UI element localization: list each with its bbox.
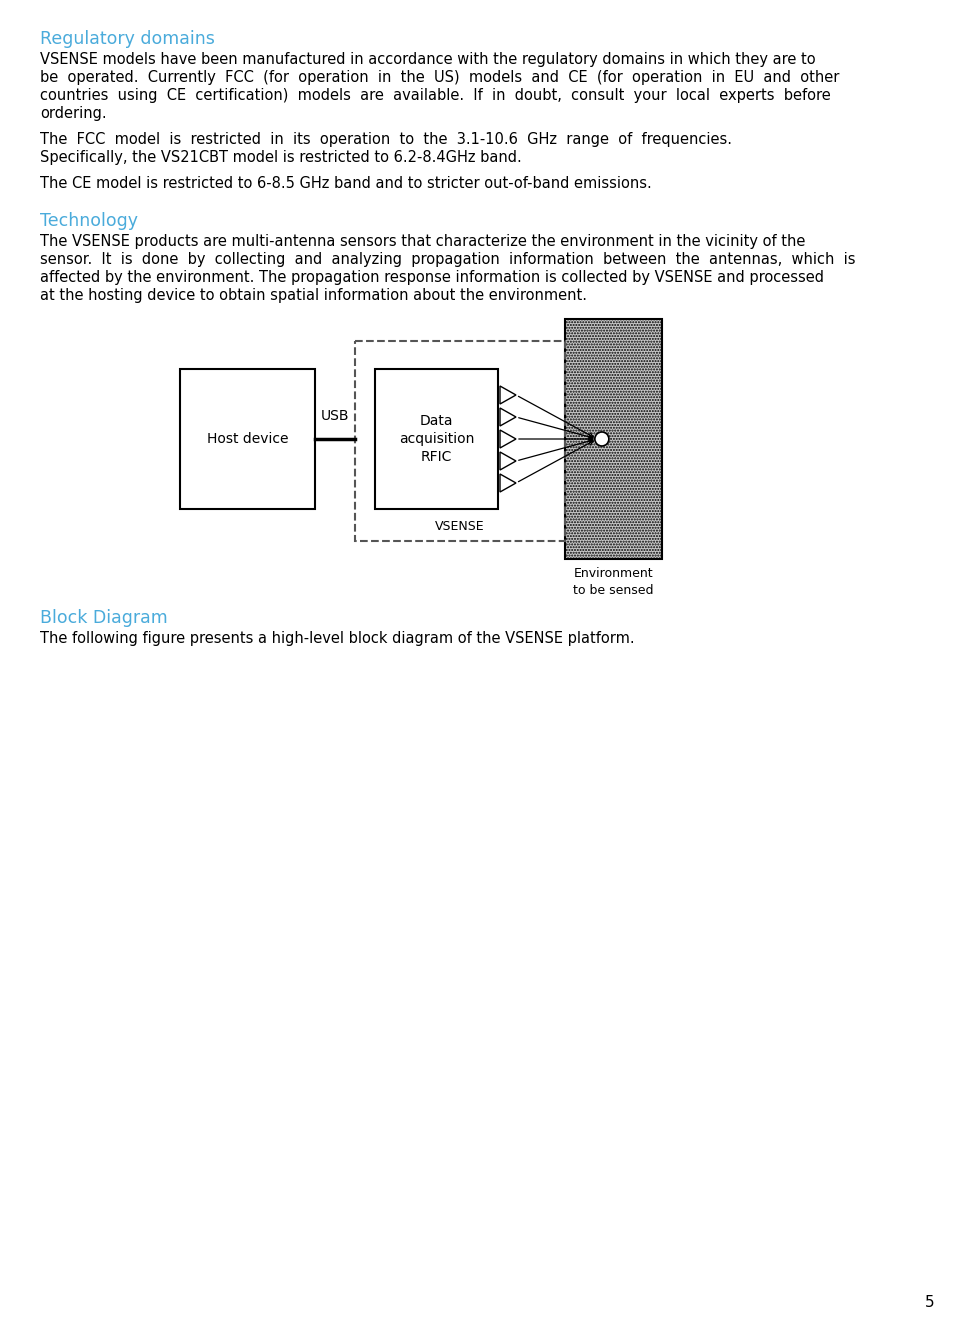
Polygon shape (500, 408, 516, 426)
Text: sensor.  It  is  done  by  collecting  and  analyzing  propagation  information : sensor. It is done by collecting and ana… (40, 251, 855, 267)
Polygon shape (500, 386, 516, 404)
Text: countries  using  CE  certification)  models  are  available.  If  in  doubt,  c: countries using CE certification) models… (40, 88, 831, 102)
Bar (355, 340, 565, 541)
Text: Specifically, the VS21CBT model is restricted to 6.2-8.4GHz band.: Specifically, the VS21CBT model is restr… (40, 150, 522, 165)
Bar (375, 368, 498, 509)
Polygon shape (500, 430, 516, 448)
Text: The following figure presents a high-level block diagram of the VSENSE platform.: The following figure presents a high-lev… (40, 630, 635, 646)
Text: The CE model is restricted to 6-8.5 GHz band and to stricter out-of-band emissio: The CE model is restricted to 6-8.5 GHz … (40, 176, 652, 192)
Circle shape (595, 432, 609, 446)
Text: Data
acquisition
RFIC: Data acquisition RFIC (398, 414, 474, 464)
Text: at the hosting device to obtain spatial information about the environment.: at the hosting device to obtain spatial … (40, 289, 587, 303)
Text: Technology: Technology (40, 211, 138, 230)
Text: VSENSE: VSENSE (435, 520, 485, 533)
Text: Regulatory domains: Regulatory domains (40, 31, 215, 48)
Text: The VSENSE products are multi-antenna sensors that characterize the environment : The VSENSE products are multi-antenna se… (40, 234, 805, 249)
Text: Environment
to be sensed: Environment to be sensed (574, 567, 654, 597)
Bar (180, 368, 315, 509)
Text: 5: 5 (925, 1295, 935, 1310)
Text: The  FCC  model  is  restricted  in  its  operation  to  the  3.1-10.6  GHz  ran: The FCC model is restricted in its opera… (40, 132, 732, 148)
Text: USB: USB (320, 410, 350, 423)
Text: Host device: Host device (206, 432, 288, 446)
Text: VSENSE models have been manufactured in accordance with the regulatory domains i: VSENSE models have been manufactured in … (40, 52, 815, 66)
Text: ordering.: ordering. (40, 106, 106, 121)
Polygon shape (500, 452, 516, 469)
Text: be  operated.  Currently  FCC  (for  operation  in  the  US)  models  and  CE  (: be operated. Currently FCC (for operatio… (40, 70, 840, 85)
Polygon shape (500, 473, 516, 492)
Text: Block Diagram: Block Diagram (40, 609, 168, 626)
Text: affected by the environment. The propagation response information is collected b: affected by the environment. The propaga… (40, 270, 824, 285)
Bar (565, 319, 662, 559)
